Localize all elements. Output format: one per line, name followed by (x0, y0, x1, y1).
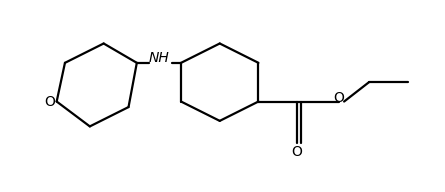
Text: O: O (291, 145, 303, 159)
Text: O: O (44, 94, 56, 108)
Text: NH: NH (149, 51, 169, 65)
Text: O: O (333, 91, 344, 105)
